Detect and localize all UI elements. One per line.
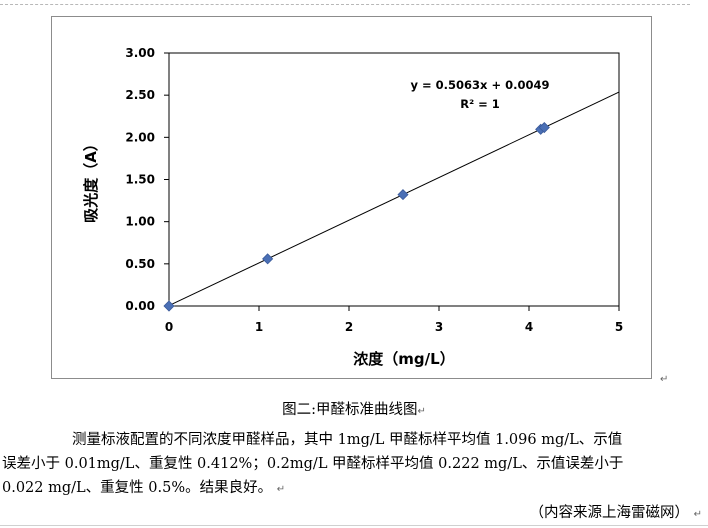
equation-label: y = 0.5063x + 0.0049	[411, 78, 550, 92]
y-tick-label: 0.50	[125, 257, 155, 271]
y-axis-title: 吸光度（A）	[82, 136, 100, 223]
y-tick-label: 1.00	[125, 215, 155, 229]
x-tick-label: 5	[615, 320, 623, 334]
trendline	[168, 91, 620, 307]
paragraph-line-1: 测量标液配置的不同浓度甲醛样品，其中 1mg/L 甲醛标样平均值 1.096 m…	[2, 428, 702, 452]
x-tick-label: 3	[435, 320, 443, 334]
chart: 0.00 0.50 1.00 1.50 2.00 2.50 3.00 0 1 2 3 4 5 浓度（mg/…	[82, 46, 623, 368]
x-tick-label: 4	[525, 320, 533, 334]
data-point	[262, 253, 274, 265]
data-point	[163, 300, 175, 312]
paragraph-line-1-text: 测量标液配置的不同浓度甲醛样品，其中 1mg/L 甲醛标样平均值 1.096 m…	[72, 432, 623, 448]
paragraph-end-mark: ↵	[276, 484, 286, 495]
plot-border	[168, 52, 620, 307]
page-bottom-border	[0, 525, 708, 526]
data-point	[538, 121, 550, 134]
x-tick-label: 0	[165, 320, 173, 334]
source-text: （内容来源上海雷磁网）	[529, 505, 690, 521]
y-tick-label: 3.00	[125, 46, 155, 60]
y-tick-label: 2.50	[125, 88, 155, 102]
chart-frame	[51, 16, 652, 379]
paragraph-line-3: 0.022 mg/L、重复性 0.5%。结果良好。 ↵	[2, 476, 702, 502]
r-squared-label: R² = 1	[460, 97, 500, 111]
y-tick-label: 1.50	[125, 173, 155, 187]
y-tick-label: 2.00	[125, 130, 155, 144]
x-tick-label: 2	[345, 320, 353, 334]
figure-caption: 图二:甲醛标准曲线图↵	[0, 401, 708, 421]
page-top-border	[0, 4, 690, 5]
x-axis-title: 浓度（mg/L）	[353, 350, 454, 368]
chart-paragraph-mark: ↵	[660, 374, 669, 385]
x-tick-label: 1	[255, 320, 263, 334]
data-point	[397, 189, 409, 201]
plot-area: 0.00 0.50 1.00 1.50 2.00 2.50 3.00 0 1 2 3 4 5 浓度（mg/…	[82, 46, 623, 368]
y-tick-label: 0.00	[125, 299, 155, 313]
caption-text: 图二:甲醛标准曲线图	[282, 402, 418, 418]
body-paragraph: 测量标液配置的不同浓度甲醛样品，其中 1mg/L 甲醛标样平均值 1.096 m…	[2, 428, 702, 502]
paragraph-line-2: 误差小于 0.01mg/L、重复性 0.412%；0.2mg/L 甲醛标样平均值…	[2, 452, 702, 476]
paragraph-line-3-text: 0.022 mg/L、重复性 0.5%。结果良好。	[2, 480, 273, 496]
caption-paragraph-mark: ↵	[417, 406, 426, 417]
source-note: （内容来源上海雷磁网） ↵	[530, 503, 703, 525]
paragraph-line-2-text: 误差小于 0.01mg/L、重复性 0.412%；0.2mg/L 甲醛标样平均值…	[2, 456, 624, 472]
source-paragraph-mark: ↵	[693, 509, 702, 520]
